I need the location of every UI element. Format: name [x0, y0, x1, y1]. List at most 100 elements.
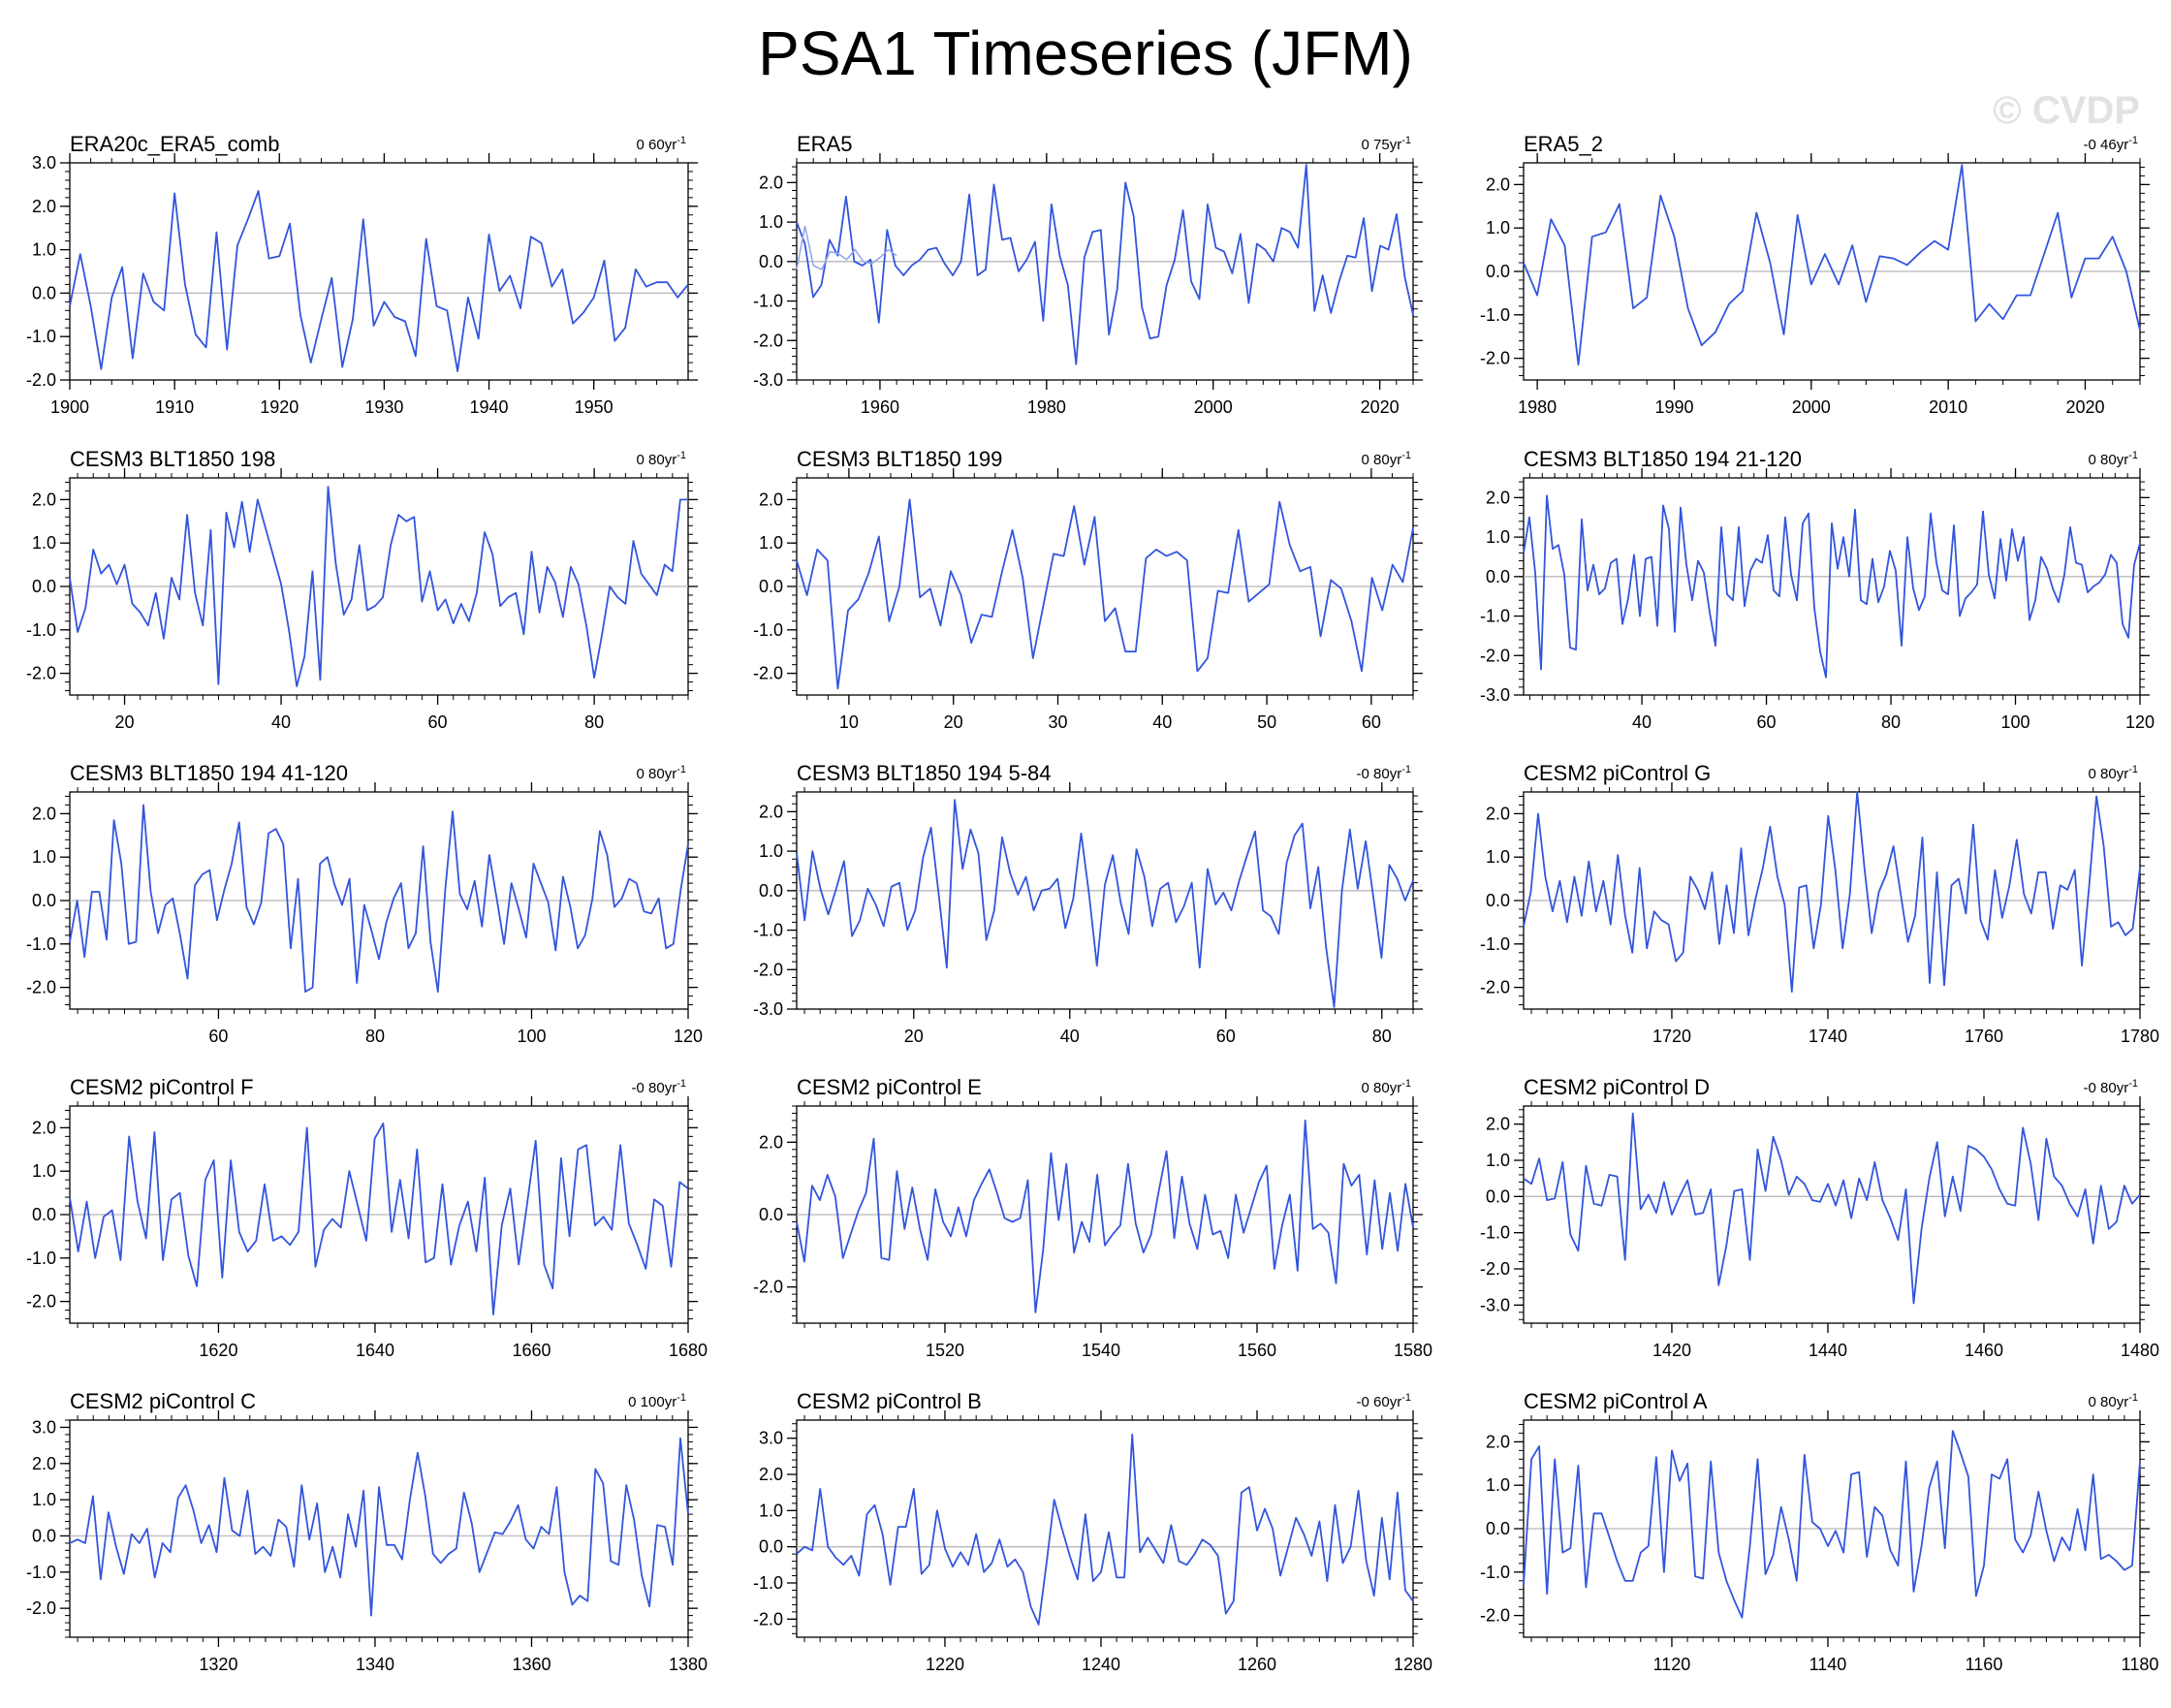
y-tick-label: 2.0: [32, 1118, 56, 1137]
x-tick-label: 1340: [356, 1655, 394, 1674]
trend-label: -0 80yr-1: [1357, 764, 1411, 782]
x-tick-label: 1240: [1082, 1655, 1120, 1674]
plot-frame: [796, 791, 1414, 1010]
panel-10: CESM2 piControl F -0 80yr-1 2.0 1.0 0.0 -1.0 -…: [26, 1075, 708, 1360]
x-tick-label: 1140: [1809, 1655, 1847, 1674]
panel-15: CESM2 piControl A 0 80yr-1 2.0 1.0 0.0 -1.0 -2…: [1480, 1389, 2158, 1674]
trend-label: 0 80yr-1: [1362, 1078, 1411, 1096]
y-tick-label: 1.0: [32, 240, 56, 260]
x-tick-label: 60: [1757, 712, 1777, 732]
trend-exponent: -1: [676, 764, 686, 775]
trend-label: 0 80yr-1: [1362, 450, 1411, 468]
y-tick-label: 1.0: [32, 847, 56, 867]
y-tick-label: -3.0: [1480, 1295, 1510, 1314]
trend-value: -0 46yr: [2084, 137, 2129, 153]
panel-title: ERA5: [797, 132, 852, 156]
trend-label: -0 80yr-1: [632, 1078, 686, 1096]
y-tick-label: -2.0: [26, 1292, 56, 1312]
y-tick-label: 2.0: [1486, 488, 1510, 507]
plot-frame: [796, 1419, 1414, 1638]
trend-exponent: -1: [1401, 1078, 1411, 1090]
y-tick-label: -2.0: [26, 1598, 56, 1618]
panel-12: CESM2 piControl D -0 80yr-1 2.0 1.0 0.0 -1.0 -…: [1480, 1075, 2159, 1360]
y-tick-label: 0.0: [1486, 891, 1510, 910]
page-title: PSA1 Timeseries (JFM): [758, 18, 1413, 88]
trend-label: 0 80yr-1: [637, 450, 686, 468]
x-tick-label: 1540: [1082, 1341, 1120, 1360]
series-line: [1523, 494, 2141, 679]
x-tick-label: 1180: [2122, 1655, 2159, 1674]
x-tick-label: 1160: [1966, 1655, 2003, 1674]
x-tick-label: 1680: [669, 1341, 708, 1360]
y-tick-label: 2.0: [32, 490, 56, 509]
x-tick-label: 1360: [512, 1655, 551, 1674]
y-tick-label: -2.0: [26, 978, 56, 997]
panel-5: CESM3 BLT1850 199 0 80yr-1 2.0 1.0 0.0 -1.0 -2…: [753, 447, 1423, 732]
series-line: [1523, 164, 2141, 366]
y-tick-label: 2.0: [1486, 174, 1510, 194]
x-tick-label: 1900: [50, 397, 89, 417]
x-tick-label: 1980: [1518, 397, 1557, 417]
x-tick-label: 1460: [1965, 1341, 2003, 1360]
y-tick-label: -1.0: [753, 1573, 783, 1593]
y-tick-label: 0.0: [32, 891, 56, 910]
x-tick-label: 1420: [1652, 1341, 1691, 1360]
y-tick-label: 2.0: [1486, 1432, 1510, 1451]
y-tick-label: -1.0: [26, 620, 56, 640]
trend-value: 0 80yr: [2089, 452, 2129, 468]
trend-exponent: -1: [1401, 450, 1411, 461]
x-tick-label: 60: [428, 712, 448, 732]
y-tick-label: 1.0: [759, 212, 783, 232]
x-tick-label: 1380: [669, 1655, 708, 1674]
y-tick-label: -3.0: [753, 370, 783, 390]
y-tick-label: 3.0: [32, 1417, 56, 1437]
panel-title: CESM3 BLT1850 194 41-120: [70, 761, 348, 785]
x-tick-label: 1660: [512, 1341, 551, 1360]
trend-exponent: -1: [1401, 1392, 1411, 1404]
series-line: [69, 190, 689, 372]
y-tick-label: 2.0: [32, 804, 56, 823]
y-tick-label: 0.0: [32, 283, 56, 302]
y-tick-label: 1.0: [1486, 1151, 1510, 1170]
y-tick-label: 2.0: [759, 1132, 783, 1152]
x-tick-label: 30: [1048, 712, 1067, 732]
x-tick-label: 40: [1152, 712, 1172, 732]
x-tick-label: 1780: [2121, 1027, 2159, 1046]
y-tick-label: -2.0: [26, 370, 56, 390]
x-tick-label: 1280: [1394, 1655, 1432, 1674]
x-tick-label: 1740: [1809, 1027, 1847, 1046]
trend-label: -0 80yr-1: [2084, 1078, 2138, 1096]
trend-value: 0 80yr: [1362, 1080, 1402, 1096]
trend-label: -0 46yr-1: [2084, 135, 2138, 153]
plot-frame: [1523, 1105, 2141, 1324]
x-tick-label: 80: [365, 1027, 385, 1046]
x-tick-label: 1720: [1652, 1027, 1691, 1046]
trend-exponent: -1: [676, 1392, 686, 1404]
panel-6: CESM3 BLT1850 194 21-120 0 80yr-1 2.0 1.0 0.…: [1480, 447, 2155, 732]
plot-frame: [1523, 477, 2141, 696]
panel-11: CESM2 piControl E 0 80yr-1 2.0 0.0 -2.0 1520 1…: [753, 1075, 1432, 1360]
y-tick-label: 0.0: [759, 577, 783, 596]
y-tick-label: 3.0: [32, 153, 56, 173]
trend-value: -0 80yr: [1357, 766, 1402, 782]
trend-label: -0 60yr-1: [1357, 1392, 1411, 1410]
x-tick-label: 20: [904, 1027, 924, 1046]
overlay-series-line: [796, 226, 897, 271]
x-tick-label: 80: [1881, 712, 1901, 732]
y-tick-label: 0.0: [759, 1205, 783, 1224]
panel-title: CESM2 piControl D: [1524, 1075, 1710, 1099]
x-tick-label: 40: [1632, 712, 1652, 732]
x-tick-label: 1930: [364, 397, 403, 417]
trend-exponent: -1: [1401, 764, 1411, 775]
trend-value: 0 80yr: [637, 766, 677, 782]
y-tick-label: -2.0: [1480, 1606, 1510, 1626]
trend-value: 0 80yr: [2089, 766, 2129, 782]
y-tick-label: 2.0: [32, 197, 56, 216]
y-tick-label: 1.0: [1486, 847, 1510, 867]
x-tick-label: 80: [584, 712, 604, 732]
y-tick-label: 2.0: [759, 802, 783, 821]
x-tick-label: 2000: [1792, 397, 1831, 417]
y-tick-label: -1.0: [1480, 607, 1510, 626]
x-tick-label: 120: [674, 1027, 703, 1046]
trend-label: 0 80yr-1: [2089, 450, 2138, 468]
